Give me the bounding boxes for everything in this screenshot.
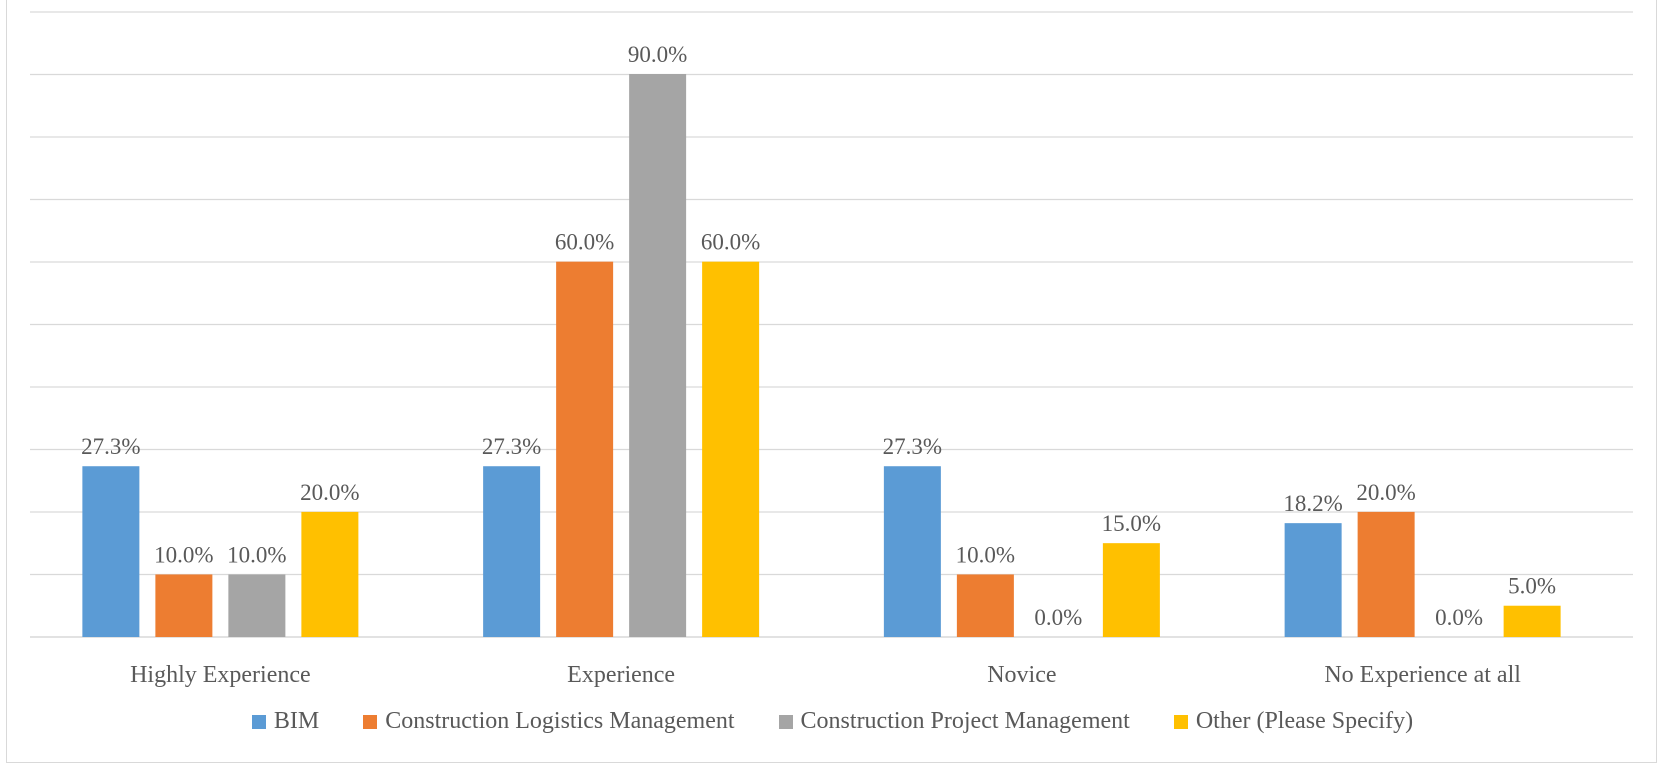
- category-label: No Experience at all: [1324, 662, 1521, 688]
- bar-construction-logistics-management-no-experience-at-all: [1357, 511, 1415, 637]
- data-label: 5.0%: [1508, 574, 1556, 599]
- chart-legend: BIM Construction Logistics Management Cons…: [0, 708, 1665, 735]
- bar-construction-logistics-management-experience: [556, 261, 614, 637]
- data-label: 60.0%: [701, 230, 760, 255]
- category-label: Experience: [567, 662, 675, 688]
- bar-bim-no-experience-at-all: [1284, 523, 1342, 637]
- bar-chart: 27.3% 10.0% 10.0% 20.0% Highly Experience 27.…: [30, 11, 1633, 688]
- bar-other-please-specify--experience: [702, 261, 760, 637]
- bar-bim-experience: [483, 466, 541, 637]
- data-label: 18.2%: [1283, 491, 1342, 516]
- data-label: 10.0%: [154, 542, 213, 567]
- bar-other-please-specify--novice: [1102, 543, 1160, 637]
- bar-other-please-specify--no-experience-at-all: [1503, 605, 1561, 637]
- data-label: 27.3%: [81, 434, 140, 459]
- legend-swatch: [251, 714, 266, 729]
- bar-construction-logistics-management-highly-experience: [155, 574, 213, 637]
- data-label: 90.0%: [628, 42, 687, 67]
- bar-construction-project-management-highly-experience: [228, 574, 286, 637]
- bar-bim-highly-experience: [82, 466, 140, 637]
- category-label: Novice: [987, 662, 1056, 688]
- bar-other-please-specify--highly-experience: [301, 511, 359, 637]
- data-label: 0.0%: [1435, 605, 1483, 630]
- data-label: 20.0%: [300, 480, 359, 505]
- legend-item: Construction Logistics Management: [363, 708, 735, 735]
- data-label: 27.3%: [482, 434, 541, 459]
- legend-label: BIM: [273, 708, 320, 734]
- legend-label: Construction Project Management: [800, 708, 1130, 734]
- bar-construction-logistics-management-novice: [956, 574, 1014, 637]
- data-label: 20.0%: [1356, 480, 1415, 505]
- data-label: 10.0%: [227, 542, 286, 567]
- legend-label: Construction Logistics Management: [385, 708, 735, 734]
- bar-bim-novice: [883, 466, 941, 637]
- legend-item: Other (Please Specify): [1173, 708, 1414, 735]
- legend-label: Other (Please Specify): [1195, 708, 1414, 734]
- bar-construction-project-management-experience: [629, 74, 687, 637]
- data-label: 0.0%: [1034, 605, 1082, 630]
- data-label: 60.0%: [555, 230, 614, 255]
- legend-item: Construction Project Management: [778, 708, 1130, 735]
- legend-swatch: [363, 714, 378, 729]
- category-label: Highly Experience: [130, 662, 311, 688]
- data-label: 15.0%: [1102, 511, 1161, 536]
- data-label: 27.3%: [883, 434, 942, 459]
- legend-swatch: [1173, 714, 1188, 729]
- data-label: 10.0%: [956, 542, 1015, 567]
- legend-item: BIM: [251, 708, 320, 735]
- legend-swatch: [778, 714, 793, 729]
